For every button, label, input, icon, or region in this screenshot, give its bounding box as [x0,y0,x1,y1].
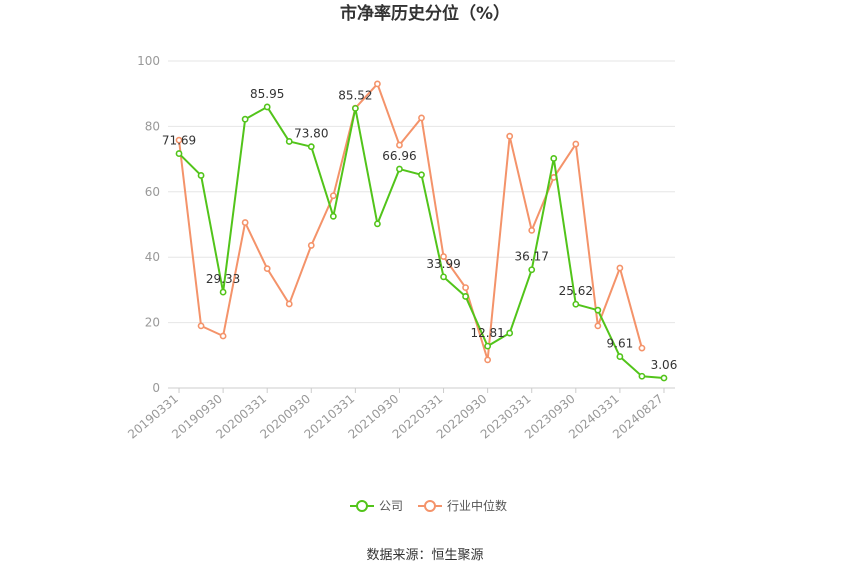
data-point [263,265,271,273]
data-point [572,140,580,148]
legend-swatch-marker [424,500,436,512]
data-point [374,80,381,88]
data-point [594,322,602,330]
data-label: 29.33 [206,272,240,286]
data-point [506,329,514,337]
data-point [241,115,249,123]
data-point [462,293,469,300]
data-point [484,342,492,350]
data-point [440,273,447,281]
data-point [440,253,447,260]
data-label: 25.62 [559,284,593,298]
data-label: 9.61 [607,337,634,351]
data-point [374,220,381,228]
data-label: 85.95 [250,87,284,101]
data-point [219,332,227,340]
data-point [263,103,271,111]
data-point [329,212,337,220]
series-line [178,105,665,379]
data-label: 71.69 [162,134,196,148]
data-point [484,356,492,364]
y-tick-label: 0 [152,381,160,395]
x-axis: 2019033120190930202003312020093020210331… [125,387,675,442]
data-point [660,374,668,382]
data-point [175,150,183,157]
data-label: 33.99 [426,257,460,271]
grid [168,60,675,324]
data-point [351,104,359,112]
data-label: 73.80 [294,127,328,141]
chart-title: 市净率历史分位（%） [340,3,510,24]
data-point [307,143,315,151]
data-point [285,138,293,145]
data-label: 12.81 [470,326,504,340]
data-point [219,288,227,296]
data-point [241,219,249,226]
data-point [396,141,403,149]
data-labels: 71.69 29.33 85.95 73.80 85.52 66.96 33.99 12.81… [162,87,677,372]
data-point [550,155,558,162]
data-point [572,300,580,308]
legend-label: 公司 [379,499,403,513]
data-point [329,192,337,200]
data-point [638,344,646,352]
data-label: 3.06 [651,358,678,372]
y-tick-label: 100 [137,54,160,68]
data-point [285,300,293,308]
y-tick-label: 40 [145,250,160,264]
data-point [616,264,624,272]
data-point [462,284,469,292]
data-label: 85.52 [338,88,372,102]
data-point [638,372,646,380]
legend[interactable]: 公司 行业中位数 [350,498,507,513]
data-point [506,132,514,140]
y-axis: 0 20 40 60 80 100 [137,54,160,395]
data-label: 36.17 [515,250,549,264]
y-tick-label: 60 [145,185,160,199]
y-tick-label: 20 [145,316,160,330]
data-point [396,165,403,173]
series-line [178,82,643,361]
y-tick-label: 80 [145,119,160,133]
data-point [197,322,205,330]
data-point [418,171,425,179]
data-point [594,306,602,314]
source-note: 数据来源：恒生聚源 [366,548,483,563]
series-layer [175,80,668,382]
legend-swatch-marker [356,500,368,512]
data-point [175,136,183,144]
data-point [528,226,536,234]
data-point [418,114,425,122]
data-point [307,242,315,249]
data-label: 66.96 [382,149,416,163]
data-point [528,266,536,274]
data-point [197,172,205,179]
legend-label: 行业中位数 [447,498,507,513]
data-point [616,353,624,360]
